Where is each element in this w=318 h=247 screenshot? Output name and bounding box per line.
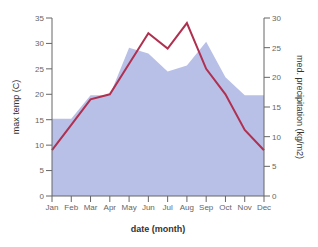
svg-text:Jun: Jun: [142, 203, 155, 212]
svg-text:35: 35: [35, 14, 44, 23]
svg-text:5: 5: [40, 166, 45, 175]
svg-text:max temp (C): max temp (C): [11, 80, 21, 135]
svg-text:15: 15: [35, 116, 44, 125]
svg-text:30: 30: [272, 14, 281, 23]
svg-text:Mar: Mar: [84, 203, 98, 212]
svg-text:30: 30: [35, 39, 44, 48]
svg-text:med. precipitation (kg/m2): med. precipitation (kg/m2): [295, 55, 305, 159]
svg-text:May: May: [122, 203, 137, 212]
svg-text:5: 5: [272, 162, 277, 171]
svg-text:Oct: Oct: [219, 203, 232, 212]
svg-text:Apr: Apr: [104, 203, 117, 212]
svg-text:Dec: Dec: [257, 203, 271, 212]
svg-text:10: 10: [272, 133, 281, 142]
svg-text:0: 0: [40, 192, 45, 201]
svg-text:25: 25: [35, 65, 44, 74]
svg-text:Sep: Sep: [199, 203, 214, 212]
svg-text:Jan: Jan: [46, 203, 59, 212]
svg-text:Aug: Aug: [180, 203, 194, 212]
svg-text:15: 15: [272, 103, 281, 112]
svg-text:Jul: Jul: [163, 203, 173, 212]
svg-text:Nov: Nov: [238, 203, 252, 212]
svg-text:0: 0: [272, 192, 277, 201]
svg-text:25: 25: [272, 44, 281, 53]
svg-text:Feb: Feb: [64, 203, 78, 212]
svg-text:20: 20: [272, 73, 281, 82]
svg-text:10: 10: [35, 141, 44, 150]
svg-text:20: 20: [35, 90, 44, 99]
svg-text:date (month): date (month): [131, 224, 186, 234]
